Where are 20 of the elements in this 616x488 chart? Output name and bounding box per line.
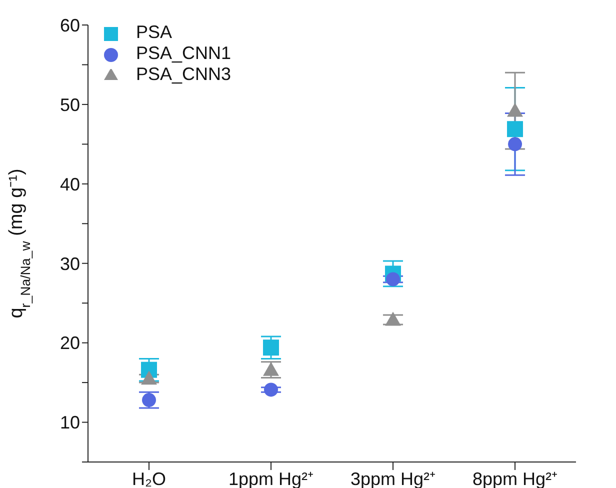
legend-label: PSA xyxy=(136,22,172,42)
legend-label: PSA_CNN3 xyxy=(136,64,232,84)
y-tick-label: 60 xyxy=(60,15,80,36)
y-tick-label: 50 xyxy=(60,94,80,115)
point xyxy=(386,272,400,286)
point xyxy=(142,393,156,408)
point xyxy=(263,340,279,356)
legend-label: PSA_CNN1 xyxy=(136,43,232,63)
point xyxy=(385,312,401,326)
point xyxy=(507,102,523,117)
point xyxy=(264,382,278,397)
y-tick-label: 30 xyxy=(60,254,80,274)
point xyxy=(141,370,157,385)
x-tick-label: H₂O xyxy=(132,468,166,488)
y-tick-label: 10 xyxy=(60,412,80,433)
y-tick-label: 20 xyxy=(60,333,80,354)
point xyxy=(263,362,279,376)
y-tick-label: 40 xyxy=(60,174,80,194)
point xyxy=(507,121,523,138)
point xyxy=(508,137,522,152)
